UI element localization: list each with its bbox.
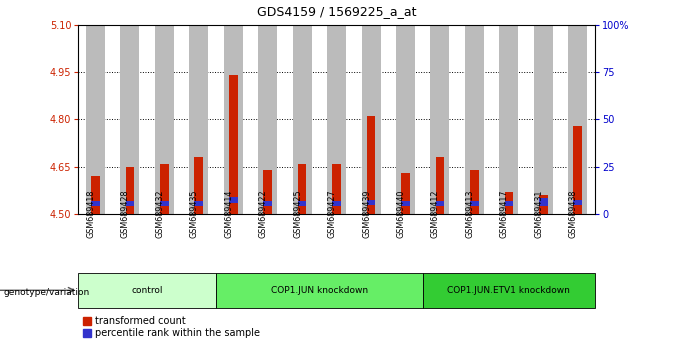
Text: GSM689431: GSM689431 bbox=[534, 190, 543, 238]
FancyBboxPatch shape bbox=[216, 273, 423, 308]
Bar bbox=[298, 164, 307, 214]
Bar bbox=[120, 25, 139, 214]
Bar bbox=[568, 25, 588, 214]
Bar bbox=[189, 25, 208, 214]
Text: GSM689438: GSM689438 bbox=[568, 190, 578, 238]
Bar bbox=[333, 201, 341, 206]
Text: GSM689417: GSM689417 bbox=[500, 190, 509, 239]
Bar bbox=[194, 201, 203, 206]
Bar bbox=[573, 200, 582, 205]
Bar bbox=[465, 25, 484, 214]
Bar bbox=[126, 201, 134, 206]
Text: GSM689414: GSM689414 bbox=[224, 190, 233, 238]
Bar bbox=[263, 170, 272, 214]
Bar bbox=[91, 201, 100, 206]
Bar bbox=[505, 201, 513, 206]
Bar bbox=[224, 25, 243, 214]
Bar bbox=[539, 198, 547, 206]
Bar bbox=[362, 25, 381, 214]
Bar bbox=[160, 164, 169, 214]
Bar bbox=[91, 176, 100, 214]
Text: GSM689418: GSM689418 bbox=[86, 190, 95, 238]
Bar bbox=[327, 25, 346, 214]
Bar bbox=[396, 25, 415, 214]
Bar bbox=[86, 25, 105, 214]
Text: GSM689422: GSM689422 bbox=[258, 190, 268, 239]
Text: GDS4159 / 1569225_a_at: GDS4159 / 1569225_a_at bbox=[257, 5, 416, 18]
FancyBboxPatch shape bbox=[423, 273, 595, 308]
Text: COP1.JUN knockdown: COP1.JUN knockdown bbox=[271, 286, 368, 295]
Bar bbox=[470, 201, 479, 206]
Bar bbox=[534, 25, 553, 214]
Bar bbox=[436, 158, 444, 214]
Bar bbox=[126, 167, 134, 214]
Legend: transformed count, percentile rank within the sample: transformed count, percentile rank withi… bbox=[83, 316, 260, 338]
FancyBboxPatch shape bbox=[78, 273, 216, 308]
Text: GSM689412: GSM689412 bbox=[431, 190, 440, 239]
Bar bbox=[401, 201, 410, 206]
Text: GSM689427: GSM689427 bbox=[328, 190, 337, 239]
Text: GSM689432: GSM689432 bbox=[155, 190, 165, 239]
Bar bbox=[194, 158, 203, 214]
Bar bbox=[333, 164, 341, 214]
Bar bbox=[263, 201, 272, 206]
Bar bbox=[367, 116, 375, 214]
Text: GSM689425: GSM689425 bbox=[293, 190, 302, 239]
Bar bbox=[436, 201, 444, 206]
Bar bbox=[499, 25, 518, 214]
Bar bbox=[229, 198, 237, 203]
Bar bbox=[505, 192, 513, 214]
Bar bbox=[298, 201, 307, 206]
Text: control: control bbox=[131, 286, 163, 295]
Bar bbox=[470, 170, 479, 214]
Bar bbox=[539, 195, 547, 214]
Bar bbox=[160, 201, 169, 206]
Text: GSM689440: GSM689440 bbox=[396, 190, 405, 238]
Text: GSM689413: GSM689413 bbox=[465, 190, 475, 238]
Bar bbox=[229, 75, 237, 214]
Bar bbox=[401, 173, 410, 214]
Text: GSM689435: GSM689435 bbox=[190, 190, 199, 239]
Text: GSM689439: GSM689439 bbox=[362, 190, 371, 239]
Bar bbox=[573, 126, 582, 214]
Bar bbox=[367, 200, 375, 205]
Text: genotype/variation: genotype/variation bbox=[3, 287, 90, 297]
Bar bbox=[430, 25, 449, 214]
Bar bbox=[155, 25, 174, 214]
Text: GSM689428: GSM689428 bbox=[121, 190, 130, 239]
Bar bbox=[292, 25, 311, 214]
Bar bbox=[258, 25, 277, 214]
Text: COP1.JUN.ETV1 knockdown: COP1.JUN.ETV1 knockdown bbox=[447, 286, 571, 295]
